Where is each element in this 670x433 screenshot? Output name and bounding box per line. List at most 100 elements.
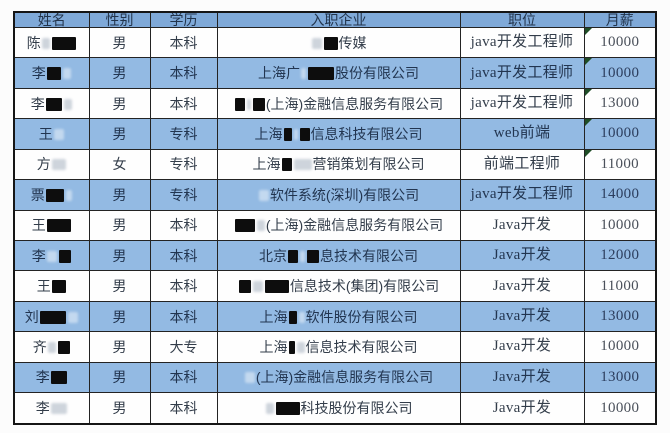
cell-gender: 男	[88, 239, 151, 272]
smudge-mark	[53, 128, 64, 140]
salary-value: 13000	[600, 95, 640, 112]
redaction-block	[323, 36, 338, 50]
redaction-block	[46, 67, 61, 81]
company-text-fragment: 信息科技有限公司	[310, 125, 423, 142]
redaction-block	[39, 310, 66, 324]
redaction-block	[45, 97, 62, 111]
cell-company: 北京 息技术有限公司	[216, 239, 461, 272]
cell-edu: 本科	[149, 239, 218, 272]
smudge-mark	[300, 250, 305, 262]
column-header-salary: 月薪	[583, 11, 657, 28]
name-text-fragment: 王	[31, 217, 46, 234]
company-text-fragment: 息技术有限公司	[320, 247, 418, 264]
redaction-block	[57, 340, 70, 354]
cell-salary: 10000	[583, 26, 657, 59]
salary-value: 10000	[600, 399, 640, 416]
name-text-fragment: 李	[30, 95, 45, 112]
smudge-mark	[244, 372, 255, 384]
cell-position: Java开发	[459, 239, 585, 272]
redaction-block	[234, 97, 245, 111]
smudge-mark	[293, 128, 298, 140]
redaction-block	[51, 280, 66, 294]
smudge-mark	[47, 341, 56, 353]
cell-company: 上海 营销策划有限公司	[216, 148, 461, 181]
salary-value: 11000	[600, 155, 639, 172]
redaction-block	[275, 402, 300, 416]
table-row: 王 男本科 信息技术(集团)有限公司 Java开发 11000	[13, 270, 657, 302]
cell-company: (上海)金融信息服务有限公司	[216, 361, 461, 394]
cell-company: 软件系统(深圳)有限公司	[216, 179, 461, 211]
smudge-mark	[62, 68, 71, 80]
salary-value: 13000	[600, 368, 640, 385]
name-text-fragment: 刘	[24, 308, 39, 325]
company-text-fragment: 上海	[259, 308, 288, 325]
cell-position: Java开发	[459, 331, 585, 363]
redaction-block	[46, 219, 71, 233]
redaction-block	[283, 127, 292, 141]
column-header-edu: 学历	[149, 11, 218, 28]
cell-salary: 13000	[583, 361, 657, 394]
cell-gender: 男	[88, 392, 151, 425]
cell-position: java开发工程师	[459, 179, 585, 211]
redaction-block	[299, 127, 310, 141]
cell-salary: 10000	[583, 209, 657, 241]
cell-edu: 本科	[149, 361, 218, 394]
smudge-mark	[298, 311, 305, 323]
cell-salary: 11000	[583, 270, 657, 302]
cell-company: 上海 信息科技有限公司	[216, 118, 461, 150]
cell-position: java开发工程师	[459, 87, 585, 120]
cell-name: 齐	[13, 331, 90, 363]
cell-position: web前端	[459, 118, 585, 150]
cell-name: 王	[13, 209, 90, 241]
cell-edu: 本科	[149, 270, 218, 302]
company-text-fragment: 信息技术有限公司	[305, 338, 418, 355]
table-row: 刘男本科 上海 软件股份有限公司 Java开发 13000	[13, 300, 657, 333]
smudge-mark	[50, 403, 67, 415]
cell-edu: 本科	[149, 26, 218, 59]
cell-edu: 本科	[149, 57, 218, 89]
salary-value: 10000	[600, 34, 640, 51]
name-text-fragment: 票	[30, 186, 45, 203]
table-row: 李 男本科 科技股份有限公司 Java开发 10000	[13, 392, 657, 425]
company-text-fragment: 信息技术(集团)有限公司	[289, 278, 440, 295]
cell-position: Java开发	[459, 361, 585, 394]
cell-edu: 专科	[149, 148, 218, 181]
company-text-fragment: 软件系统(深圳)有限公司	[269, 186, 420, 203]
salary-value: 12000	[600, 247, 640, 264]
cell-gender: 男	[88, 26, 151, 59]
salary-table-sheet: 姓名 性别 学历 入职企业 职位 月薪 陈男本科 传媒 java开发工程师 10000 李男本科上…	[13, 11, 657, 425]
cell-gender: 女	[88, 148, 151, 181]
cell-position: Java开发	[459, 209, 585, 241]
table-row: 陈 男本科 传媒 java开发工程师 10000	[13, 26, 657, 59]
table-row: 票 男专科 软件系统(深圳)有限公司 java开发工程师 14000	[13, 179, 657, 211]
cell-salary: 10000	[583, 118, 657, 150]
cell-gender: 男	[88, 209, 151, 241]
redaction-block	[234, 219, 255, 233]
company-text-fragment: 上海	[259, 338, 288, 355]
cell-gender: 男	[88, 361, 151, 394]
smudge-mark	[46, 250, 57, 262]
cell-edu: 专科	[149, 118, 218, 150]
cell-company: 上海 软件股份有限公司	[216, 300, 461, 333]
salary-value: 10000	[600, 125, 640, 142]
company-text-fragment: 股份有限公司	[335, 65, 419, 82]
cell-corner-flag-icon	[585, 28, 592, 35]
table-row: 李 男本科 (上海)金融信息服务有限公司 Java开发 13000	[13, 361, 657, 394]
smudge-mark	[311, 37, 322, 49]
redaction-block	[252, 97, 265, 111]
cell-edu: 本科	[149, 87, 218, 120]
column-header-position: 职位	[459, 11, 585, 28]
cell-corner-flag-icon	[585, 150, 592, 157]
cell-name: 李	[13, 392, 90, 425]
smudge-mark	[256, 220, 265, 232]
company-text-fragment: (上海)金融信息服务有限公司	[255, 369, 434, 386]
cell-salary: 11000	[583, 148, 657, 181]
cell-position: Java开发	[459, 300, 585, 333]
cell-gender: 男	[88, 270, 151, 302]
company-text-fragment: (上海)金融信息服务有限公司	[265, 95, 444, 112]
cell-edu: 专科	[149, 179, 218, 211]
table-row: 王 男本科 (上海)金融信息服务有限公司 Java开发 10000	[13, 209, 657, 241]
cell-company: 传媒	[216, 26, 461, 59]
table-body: 陈男本科 传媒 java开发工程师 10000 李男本科 上海广 股份有限公司 java开发工…	[13, 26, 657, 425]
cell-name: 王	[13, 270, 90, 302]
